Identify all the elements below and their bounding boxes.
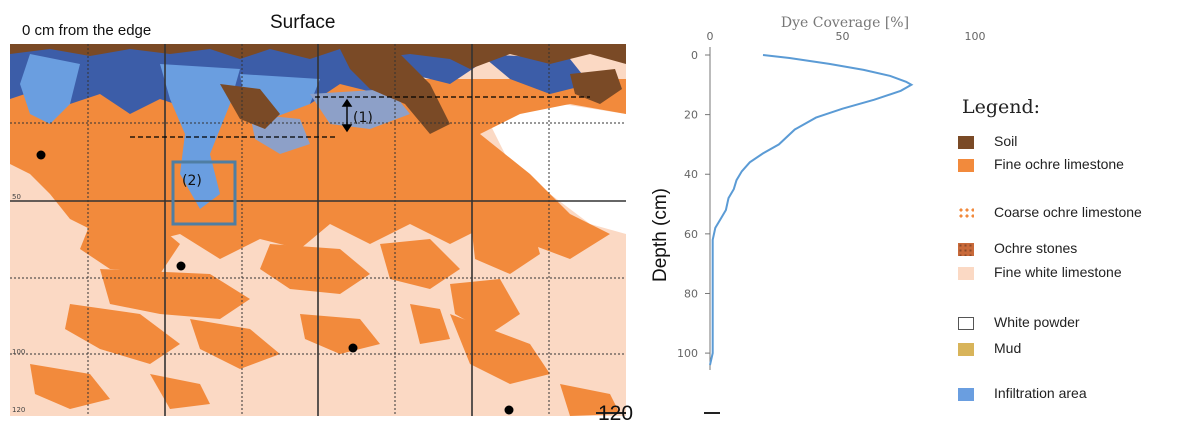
legend-label: Fine white limestone xyxy=(994,264,1122,280)
connector-dash-right xyxy=(704,412,720,414)
legend-swatch xyxy=(958,243,974,256)
legend-swatch xyxy=(958,159,974,172)
profile-grid xyxy=(10,44,626,416)
legend-title: Legend: xyxy=(962,96,1041,118)
dye-coverage-line xyxy=(709,54,914,366)
legend-swatch xyxy=(958,388,974,401)
legend-label: Ochre stones xyxy=(994,240,1078,256)
dye-coverage-chart: Dye Coverage [%] 0 50 100 0 20 40 60 80 100 Dep… xyxy=(650,15,986,370)
legend-label: Coarse ochre limestone xyxy=(994,204,1142,220)
legend-swatch xyxy=(958,317,974,330)
depth-tick-label: 120 xyxy=(12,406,25,414)
sample-dot xyxy=(348,343,358,353)
legend-label: White powder xyxy=(994,314,1080,330)
legend-label: Fine ochre limestone xyxy=(994,156,1124,172)
sample-dot xyxy=(504,405,514,415)
legend-swatch xyxy=(958,267,974,280)
y-axis: 0 20 40 60 80 100 xyxy=(677,47,711,370)
chart-title: Dye Coverage [%] xyxy=(781,15,909,31)
legend-label: Mud xyxy=(994,340,1022,356)
edge-label: 0 cm from the edge xyxy=(22,22,152,39)
marker-2-label: (2) xyxy=(182,173,202,189)
sample-dot xyxy=(36,150,46,160)
marker-1-arrow xyxy=(341,98,353,133)
y-tick-label: 80 xyxy=(684,287,698,300)
depth-120-label: 120 xyxy=(598,402,634,425)
infiltration-area xyxy=(20,54,80,124)
legend-swatch xyxy=(958,136,974,149)
legend-swatch xyxy=(958,343,974,356)
x-tick-label: 50 xyxy=(836,30,850,43)
legend-label: Infiltration area xyxy=(994,385,1087,401)
x-tick-label: 0 xyxy=(707,30,714,43)
y-tick-label: 20 xyxy=(684,109,698,122)
x-tick-label: 100 xyxy=(965,30,986,43)
legend-swatch xyxy=(958,207,974,220)
soil-profile-image: (1) (2) 50 100 120 xyxy=(10,44,626,416)
legend-label: Soil xyxy=(994,133,1018,149)
x-axis: 0 50 100 xyxy=(707,30,986,43)
y-tick-label: 100 xyxy=(677,347,698,360)
sample-dot xyxy=(176,261,186,271)
marker-2-box xyxy=(171,160,237,226)
y-axis-label: Depth (cm) xyxy=(650,188,671,282)
depth-tick-label: 50 xyxy=(12,193,21,201)
surface-label: Surface xyxy=(270,12,336,33)
y-tick-label: 60 xyxy=(684,228,698,241)
connector-dash-left xyxy=(596,412,626,414)
marker-1-label: (1) xyxy=(353,110,373,126)
y-tick-label: 40 xyxy=(684,168,698,181)
y-tick-label: 0 xyxy=(691,49,698,62)
depth-tick-label: 100 xyxy=(12,348,25,356)
